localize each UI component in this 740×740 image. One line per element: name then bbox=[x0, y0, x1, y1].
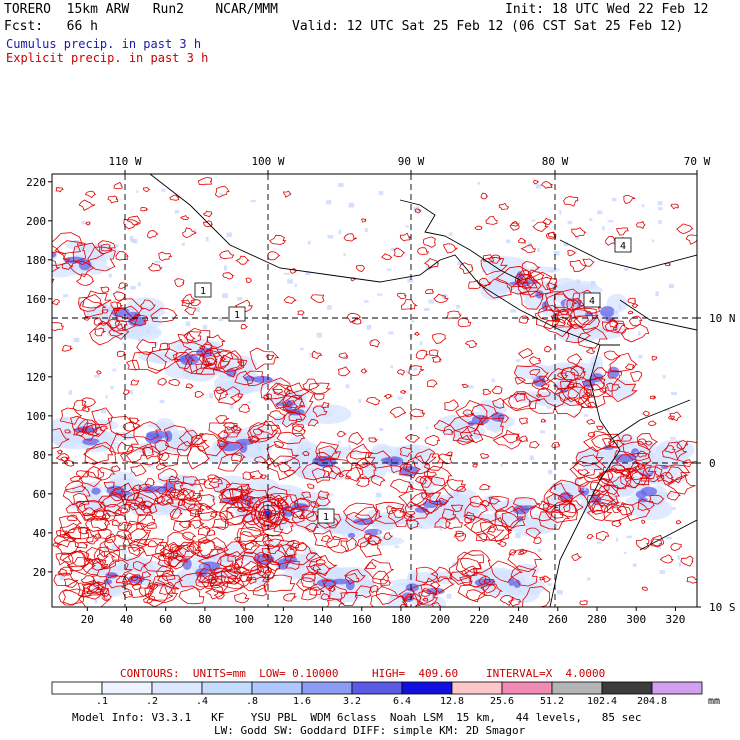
x-tick-label: 140 bbox=[312, 613, 333, 626]
legend-swatch bbox=[301, 681, 353, 695]
legend-value: 6.4 bbox=[392, 696, 412, 707]
x-tick-label: 320 bbox=[665, 613, 686, 626]
y-tick-label: 40 bbox=[32, 526, 46, 540]
legend-swatch bbox=[151, 681, 203, 695]
x-tick-label: 100 bbox=[234, 613, 255, 626]
lon-label: 70 W bbox=[683, 155, 711, 168]
header-valid: Valid: 12 UTC Sat 25 Feb 12 (06 CST Sat … bbox=[292, 19, 684, 34]
contour-marker: 4 bbox=[583, 292, 601, 308]
y-tick-label: 120 bbox=[26, 370, 46, 384]
legend-cumulus: Cumulus precip. in past 3 h bbox=[6, 37, 202, 51]
map-frame bbox=[51, 173, 698, 608]
physics-info: LW: Godd SW: Goddard DIFF: simple KM: 2D… bbox=[214, 724, 526, 737]
svg-text:4: 4 bbox=[589, 296, 595, 307]
x-tick-label: 40 bbox=[119, 613, 134, 626]
contour-interval: INTERVAL=X 4.0000 bbox=[486, 667, 606, 680]
x-tick-label: 260 bbox=[547, 613, 568, 626]
x-tick-label: 300 bbox=[626, 613, 647, 626]
x-tick-label: 240 bbox=[508, 613, 529, 626]
x-tick-label: 280 bbox=[587, 613, 607, 626]
map-field bbox=[52, 174, 697, 607]
svg-text:1: 1 bbox=[234, 310, 240, 321]
legend-swatch bbox=[501, 681, 553, 695]
legend-value: .8 bbox=[245, 696, 259, 707]
contour-marker: 1 bbox=[194, 282, 212, 298]
x-tick-label: 220 bbox=[469, 613, 490, 626]
x-tick-label: 200 bbox=[430, 613, 451, 626]
legend-value: .2 bbox=[145, 696, 159, 707]
legend-value: 1.6 bbox=[292, 696, 312, 707]
y-tick-label: 180 bbox=[26, 253, 46, 267]
legend-swatch bbox=[351, 681, 403, 695]
legend-swatch bbox=[451, 681, 503, 695]
legend-value: .4 bbox=[195, 696, 209, 707]
contour-marker: 1 bbox=[228, 306, 246, 322]
contour-marker: 1 bbox=[317, 508, 335, 524]
legend-value: 25.6 bbox=[489, 696, 515, 707]
legend-swatch bbox=[201, 681, 253, 695]
legend-swatch bbox=[401, 681, 453, 695]
svg-text:1: 1 bbox=[200, 286, 206, 297]
lat-label: 10 S bbox=[709, 601, 736, 614]
contour-high: HIGH= 409.60 bbox=[372, 667, 459, 680]
lat-lon-grid bbox=[52, 174, 697, 607]
legend-swatch bbox=[51, 681, 103, 695]
contour-info: CONTOURS: UNITS=mm LOW= 0.10000 bbox=[120, 667, 339, 680]
coastlines bbox=[149, 174, 697, 607]
legend-value: 12.8 bbox=[439, 696, 465, 707]
legend-value: 204.8 bbox=[636, 696, 668, 707]
legend-swatch bbox=[251, 681, 303, 695]
x-tick-label: 160 bbox=[351, 613, 372, 626]
legend-swatch bbox=[551, 681, 603, 695]
y-tick-label: 200 bbox=[26, 214, 46, 228]
legend-value: 3.2 bbox=[342, 696, 362, 707]
contour-markers: 1 1 1 4 4 bbox=[194, 237, 632, 524]
x-tick-label: 180 bbox=[391, 613, 411, 626]
svg-text:4: 4 bbox=[620, 241, 626, 252]
model-info: Model Info: V3.3.1 KF YSU PBL WDM 6class… bbox=[72, 711, 642, 724]
y-tick-label: 80 bbox=[32, 448, 46, 462]
y-tick-label: 60 bbox=[32, 487, 46, 501]
legend-value: .1 bbox=[95, 696, 109, 707]
lon-label: 110 W bbox=[108, 155, 142, 168]
svg-text:1: 1 bbox=[323, 512, 329, 523]
lon-label: 100 W bbox=[251, 155, 285, 168]
legend-swatch bbox=[601, 681, 653, 695]
axis-ticks bbox=[48, 170, 701, 611]
x-tick-label: 120 bbox=[273, 613, 294, 626]
y-tick-label: 100 bbox=[26, 409, 46, 423]
legend-unit: mm bbox=[708, 696, 721, 707]
legend-value: 51.2 bbox=[539, 696, 565, 707]
lat-label: 0 bbox=[709, 457, 716, 470]
x-tick-label: 60 bbox=[159, 613, 173, 626]
x-tick-label: 20 bbox=[80, 613, 94, 626]
header-forecast: Fcst: 66 h bbox=[4, 19, 98, 34]
contour-marker: 4 bbox=[614, 237, 632, 253]
legend-explicit: Explicit precip. in past 3 h bbox=[6, 51, 209, 65]
y-tick-label: 220 bbox=[26, 175, 46, 189]
lon-label: 80 W bbox=[541, 155, 569, 168]
y-tick-label: 160 bbox=[26, 292, 46, 306]
legend-swatch bbox=[651, 681, 703, 695]
y-tick-label: 20 bbox=[32, 565, 46, 579]
explicit-precip-contours bbox=[52, 176, 697, 607]
header-title: TORERO 15km ARW Run2 NCAR/MMM bbox=[4, 2, 278, 17]
lat-label: 10 N bbox=[709, 312, 736, 325]
header-init: Init: 18 UTC Wed 22 Feb 12 bbox=[505, 2, 709, 17]
legend-swatch bbox=[101, 681, 153, 695]
lon-label: 90 W bbox=[397, 155, 425, 168]
y-tick-label: 140 bbox=[26, 331, 46, 345]
x-tick-label: 80 bbox=[198, 613, 212, 626]
legend-value: 102.4 bbox=[586, 696, 618, 707]
